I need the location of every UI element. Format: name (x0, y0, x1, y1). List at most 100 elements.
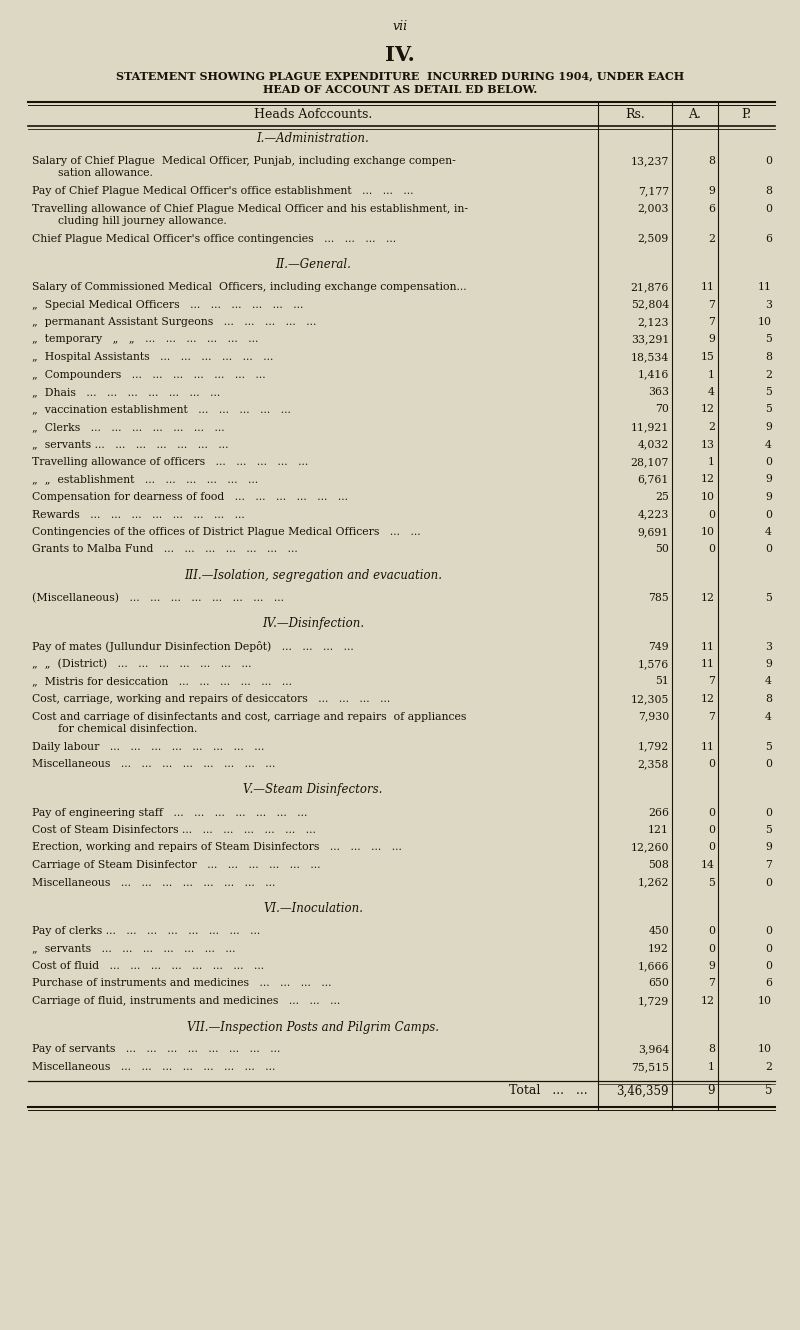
Text: 3: 3 (765, 299, 772, 310)
Text: 11: 11 (701, 641, 715, 652)
Text: 5: 5 (765, 742, 772, 751)
Text: Compensation for dearness of food   ...   ...   ...   ...   ...   ...: Compensation for dearness of food ... ..… (32, 492, 348, 501)
Text: 7: 7 (708, 677, 715, 686)
Text: 5: 5 (765, 593, 772, 602)
Text: Miscellaneous   ...   ...   ...   ...   ...   ...   ...   ...: Miscellaneous ... ... ... ... ... ... ..… (32, 878, 275, 887)
Text: 0: 0 (765, 878, 772, 887)
Text: 7: 7 (708, 299, 715, 310)
Text: 9: 9 (708, 186, 715, 196)
Text: 2,509: 2,509 (638, 234, 669, 243)
Text: Pay of mates (Jullundur Disinfection Depôt)   ...   ...   ...   ...: Pay of mates (Jullundur Disinfection Dep… (32, 641, 354, 653)
Text: 2: 2 (765, 1061, 772, 1072)
Text: vii: vii (393, 20, 407, 33)
Text: Miscellaneous   ...   ...   ...   ...   ...   ...   ...   ...: Miscellaneous ... ... ... ... ... ... ..… (32, 1061, 275, 1072)
Text: Cost of Steam Disinfectors ...   ...   ...   ...   ...   ...   ...: Cost of Steam Disinfectors ... ... ... .… (32, 825, 316, 835)
Text: V.—Steam Disinfectors.: V.—Steam Disinfectors. (243, 783, 382, 797)
Text: 8: 8 (708, 156, 715, 166)
Text: 0: 0 (708, 842, 715, 853)
Text: 266: 266 (648, 807, 669, 818)
Text: „  „  establishment   ...   ...   ...   ...   ...   ...: „ „ establishment ... ... ... ... ... ..… (32, 475, 258, 484)
Text: 0: 0 (765, 203, 772, 214)
Text: 1,729: 1,729 (638, 996, 669, 1005)
Text: III.—Isolation, segregation and evacuation.: III.—Isolation, segregation and evacuati… (184, 569, 442, 583)
Text: 11: 11 (701, 658, 715, 669)
Text: 5: 5 (765, 404, 772, 415)
Text: 2: 2 (708, 234, 715, 243)
Text: I.—Administration.: I.—Administration. (257, 132, 370, 145)
Text: 1,666: 1,666 (638, 962, 669, 971)
Text: 4,032: 4,032 (638, 439, 669, 450)
Text: 0: 0 (765, 926, 772, 936)
Text: 4,223: 4,223 (638, 509, 669, 520)
Text: 4: 4 (765, 439, 772, 450)
Text: VII.—Inspection Posts and Pilgrim Camps.: VII.—Inspection Posts and Pilgrim Camps. (187, 1020, 439, 1033)
Text: 9: 9 (708, 335, 715, 344)
Text: Carriage of Steam Disinfector   ...   ...   ...   ...   ...   ...: Carriage of Steam Disinfector ... ... ..… (32, 861, 321, 870)
Text: 0: 0 (765, 759, 772, 769)
Text: 5: 5 (708, 878, 715, 887)
Text: 3,964: 3,964 (638, 1044, 669, 1055)
Text: „  Special Medical Officers   ...   ...   ...   ...   ...   ...: „ Special Medical Officers ... ... ... .… (32, 299, 303, 310)
Text: „  permanant Assistant Surgeons   ...   ...   ...   ...   ...: „ permanant Assistant Surgeons ... ... .… (32, 317, 316, 327)
Text: 0: 0 (765, 962, 772, 971)
Text: 4: 4 (765, 677, 772, 686)
Text: (Miscellaneous)   ...   ...   ...   ...   ...   ...   ...   ...: (Miscellaneous) ... ... ... ... ... ... … (32, 593, 284, 604)
Text: STATEMENT SHOWING PLAGUE EXPENDITURE  INCURRED DURING 1904, UNDER EACH: STATEMENT SHOWING PLAGUE EXPENDITURE INC… (116, 70, 684, 81)
Text: 0: 0 (765, 156, 772, 166)
Text: 12: 12 (701, 694, 715, 704)
Text: 8: 8 (765, 186, 772, 196)
Text: Travelling allowance of Chief Plague Medical Officer and his establishment, in-: Travelling allowance of Chief Plague Med… (32, 203, 468, 214)
Text: Chief Plague Medical Officer's office contingencies   ...   ...   ...   ...: Chief Plague Medical Officer's office co… (32, 234, 396, 243)
Text: Pay of clerks ...   ...   ...   ...   ...   ...   ...   ...: Pay of clerks ... ... ... ... ... ... ..… (32, 926, 260, 936)
Text: 2,358: 2,358 (638, 759, 669, 769)
Text: Pay of servants   ...   ...   ...   ...   ...   ...   ...   ...: Pay of servants ... ... ... ... ... ... … (32, 1044, 280, 1055)
Text: 0: 0 (765, 509, 772, 520)
Text: 11,921: 11,921 (630, 422, 669, 432)
Text: „  servants ...   ...   ...   ...   ...   ...   ...: „ servants ... ... ... ... ... ... ... (32, 439, 229, 450)
Text: 9,691: 9,691 (638, 527, 669, 537)
Text: Pay of engineering staff   ...   ...   ...   ...   ...   ...   ...: Pay of engineering staff ... ... ... ...… (32, 807, 307, 818)
Text: 15: 15 (701, 352, 715, 362)
Text: 650: 650 (648, 979, 669, 988)
Text: 28,107: 28,107 (630, 458, 669, 467)
Text: 1,792: 1,792 (638, 742, 669, 751)
Text: Grants to Malba Fund   ...   ...   ...   ...   ...   ...   ...: Grants to Malba Fund ... ... ... ... ...… (32, 544, 298, 555)
Text: 50: 50 (655, 544, 669, 555)
Text: 6: 6 (708, 203, 715, 214)
Text: 9: 9 (707, 1084, 715, 1097)
Text: „  Hospital Assistants   ...   ...   ...   ...   ...   ...: „ Hospital Assistants ... ... ... ... ..… (32, 352, 274, 362)
Text: 52,804: 52,804 (630, 299, 669, 310)
Text: 12: 12 (701, 475, 715, 484)
Text: Heads Aofccounts.: Heads Aofccounts. (254, 108, 372, 121)
Text: Salary of Chief Plague  Medical Officer, Punjab, including exchange compen-: Salary of Chief Plague Medical Officer, … (32, 156, 456, 166)
Text: 4: 4 (765, 527, 772, 537)
Text: 508: 508 (648, 861, 669, 870)
Text: 3,46,359: 3,46,359 (617, 1084, 669, 1097)
Text: Rewards   ...   ...   ...   ...   ...   ...   ...   ...: Rewards ... ... ... ... ... ... ... ... (32, 509, 245, 520)
Text: 18,534: 18,534 (630, 352, 669, 362)
Text: Purchase of instruments and medicines   ...   ...   ...   ...: Purchase of instruments and medicines ..… (32, 979, 331, 988)
Text: 12,305: 12,305 (630, 694, 669, 704)
Text: 7,930: 7,930 (638, 712, 669, 721)
Text: „  Mistris for desiccation   ...   ...   ...   ...   ...   ...: „ Mistris for desiccation ... ... ... ..… (32, 677, 292, 686)
Text: 785: 785 (648, 593, 669, 602)
Text: 1: 1 (708, 1061, 715, 1072)
Text: 11: 11 (701, 742, 715, 751)
Text: 1: 1 (708, 458, 715, 467)
Text: Salary of Commissioned Medical  Officers, including exchange compensation...: Salary of Commissioned Medical Officers,… (32, 282, 466, 293)
Text: 13: 13 (701, 439, 715, 450)
Text: „  temporary   „   „   ...   ...   ...   ...   ...   ...: „ temporary „ „ ... ... ... ... ... ... (32, 335, 258, 344)
Text: 12: 12 (701, 996, 715, 1005)
Text: 4: 4 (708, 387, 715, 396)
Text: 7,177: 7,177 (638, 186, 669, 196)
Text: A.: A. (689, 108, 702, 121)
Text: 2: 2 (708, 422, 715, 432)
Text: 7: 7 (708, 712, 715, 721)
Text: 7: 7 (765, 861, 772, 870)
Text: „  Compounders   ...   ...   ...   ...   ...   ...   ...: „ Compounders ... ... ... ... ... ... ..… (32, 370, 266, 379)
Text: 9: 9 (708, 962, 715, 971)
Text: 0: 0 (708, 825, 715, 835)
Text: 192: 192 (648, 943, 669, 954)
Text: Cost and carriage of disinfectants and cost, carriage and repairs  of appliances: Cost and carriage of disinfectants and c… (32, 712, 466, 721)
Text: „  „  (District)   ...   ...   ...   ...   ...   ...   ...: „ „ (District) ... ... ... ... ... ... .… (32, 658, 251, 669)
